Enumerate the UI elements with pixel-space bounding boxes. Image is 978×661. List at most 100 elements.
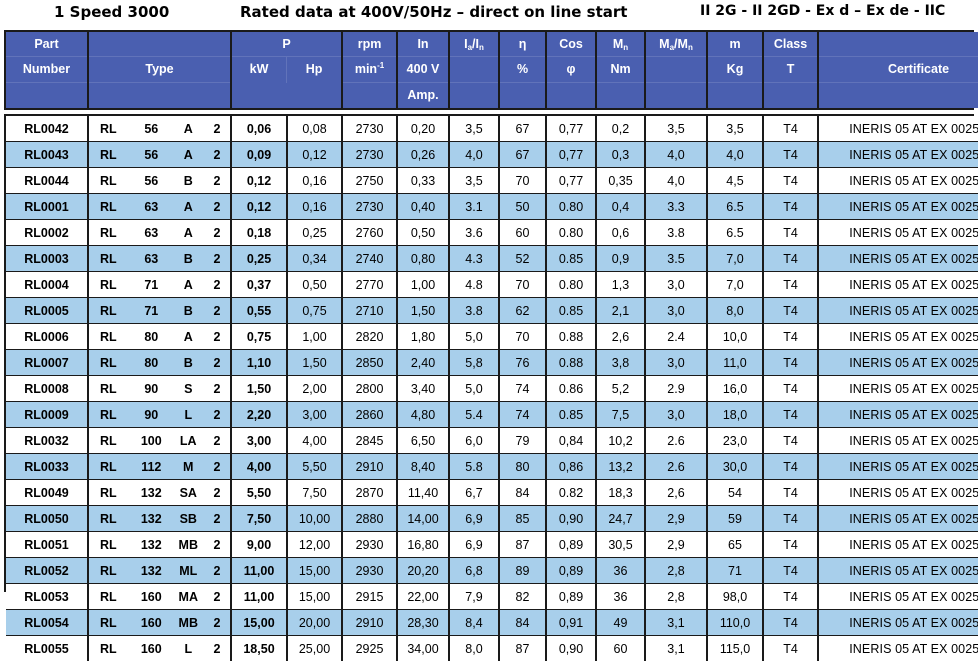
cell-type-prefix: RL	[91, 226, 132, 240]
header-cos-label: Cos	[547, 32, 595, 57]
cell-mass: 6.5	[707, 220, 763, 246]
cell-ia-in: 5.8	[449, 454, 499, 480]
cell-certificate: INERIS 05 AT EX 0025X	[818, 142, 978, 168]
cell-part-number: RL0049	[6, 480, 88, 506]
cell-rpm: 2845	[342, 428, 397, 454]
cell-type-variant: B	[170, 252, 206, 266]
cell-current-in: 6,50	[397, 428, 449, 454]
header-eta-unit: %	[500, 57, 545, 82]
cell-cos-phi: 0.86	[546, 376, 596, 402]
header-eta: η %	[499, 32, 546, 108]
cell-class: T4	[763, 558, 818, 584]
cell-power-kw: 0,12	[231, 168, 287, 194]
cell-type-size: 71	[132, 304, 170, 318]
cell-type-poles: 2	[206, 382, 228, 396]
header-current-line2: 400 V	[398, 57, 448, 82]
cell-certificate: INERIS 05 AT EX 0025X	[818, 272, 978, 298]
header-class: Class T	[763, 32, 818, 108]
cell-cos-phi: 0,77	[546, 168, 596, 194]
cell-certificate: INERIS 05 AT EX 0025X	[818, 402, 978, 428]
cell-power-hp: 10,00	[287, 506, 342, 532]
cell-class: T4	[763, 246, 818, 272]
cell-type-size: 112	[132, 460, 170, 474]
cell-mn: 24,7	[596, 506, 645, 532]
cell-efficiency: 74	[499, 376, 546, 402]
cell-ia-in: 5,0	[449, 324, 499, 350]
cell-efficiency: 67	[499, 142, 546, 168]
cell-type-prefix: RL	[91, 252, 132, 266]
cell-part-number: RL0050	[6, 506, 88, 532]
cell-current-in: 3,40	[397, 376, 449, 402]
cell-cos-phi: 0.80	[546, 194, 596, 220]
header-rpm: rpm min-1	[342, 32, 397, 108]
cell-type-variant: A	[170, 278, 206, 292]
cell-certificate: INERIS 05 AT EX 0025X	[818, 610, 978, 636]
cell-type-variant: SB	[170, 512, 206, 526]
cell-efficiency: 80	[499, 454, 546, 480]
cell-part-number: RL0003	[6, 246, 88, 272]
cell-type-variant: A	[170, 148, 206, 162]
cell-mn: 0,3	[596, 142, 645, 168]
cell-cos-phi: 0.80	[546, 272, 596, 298]
cell-part-number: RL0052	[6, 558, 88, 584]
cell-ia-in: 3,5	[449, 116, 499, 142]
cell-cos-phi: 0,77	[546, 142, 596, 168]
cell-power-kw: 9,00	[231, 532, 287, 558]
cell-type-poles: 2	[206, 356, 228, 370]
cell-power-kw: 0,25	[231, 246, 287, 272]
cell-current-in: 28,30	[397, 610, 449, 636]
cell-power-kw: 0,18	[231, 220, 287, 246]
cell-current-in: 0,80	[397, 246, 449, 272]
cell-ia-in: 3.8	[449, 298, 499, 324]
cell-current-in: 0,26	[397, 142, 449, 168]
cell-ia-in: 3.6	[449, 220, 499, 246]
cell-type-size: 63	[132, 252, 170, 266]
cell-mn: 2,1	[596, 298, 645, 324]
cell-efficiency: 62	[499, 298, 546, 324]
cell-type-prefix: RL	[91, 564, 132, 578]
cell-efficiency: 87	[499, 636, 546, 661]
cell-class: T4	[763, 584, 818, 610]
cell-part-number: RL0055	[6, 636, 88, 661]
cell-power-kw: 3,00	[231, 428, 287, 454]
cell-mn: 60	[596, 636, 645, 661]
cell-mn: 36	[596, 584, 645, 610]
cell-power-kw: 2,20	[231, 402, 287, 428]
cell-type-poles: 2	[206, 200, 228, 214]
cell-cos-phi: 0.80	[546, 220, 596, 246]
cell-mass: 3,5	[707, 116, 763, 142]
cell-ma-mn: 4,0	[645, 168, 707, 194]
cell-ia-in: 4.3	[449, 246, 499, 272]
cell-class: T4	[763, 454, 818, 480]
cell-type-variant: L	[170, 408, 206, 422]
cell-ia-in: 6,7	[449, 480, 499, 506]
cell-type-variant: LA	[170, 434, 206, 448]
header-eta-symbol: η	[500, 32, 545, 57]
cell-power-kw: 0,06	[231, 116, 287, 142]
